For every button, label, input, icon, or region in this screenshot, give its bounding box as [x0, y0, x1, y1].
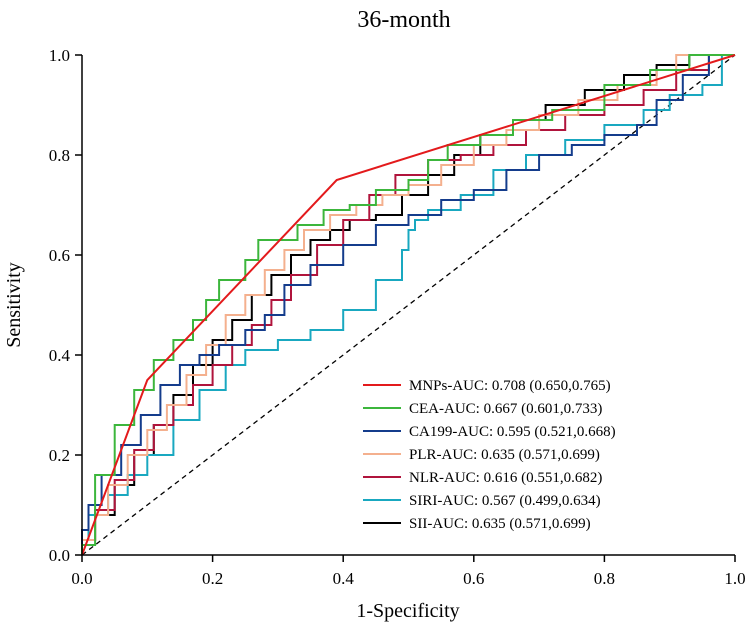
series-mnps-line — [81, 54, 736, 556]
y-tick-label: 0.4 — [49, 346, 71, 365]
y-tick-label: 1.0 — [49, 46, 70, 65]
axes — [81, 55, 735, 556]
x-axis-label: 1-Specificity — [356, 600, 459, 622]
y-ticks: 0.0 0.2 0.4 0.6 0.8 1.0 — [49, 46, 82, 565]
series-siri-line — [81, 54, 735, 555]
x-tick-label: 0.8 — [594, 569, 615, 588]
x-ticks: 0.0 0.2 0.4 0.6 0.8 1.0 — [71, 555, 746, 588]
legend-label-sii: SII-AUC: 0.635 (0.571,0.699) — [409, 516, 591, 532]
legend-label-cea: CEA-AUC: 0.667 (0.601,0.733) — [409, 401, 602, 417]
roc-curves — [81, 54, 736, 556]
x-tick-label: 0.6 — [463, 569, 484, 588]
legend: MNPs-AUC: 0.708 (0.650,0.765) CEA-AUC: 0.… — [363, 378, 616, 532]
chart-title: 36-month — [357, 7, 450, 33]
legend-label-ca199: CA199-AUC: 0.595 (0.521,0.668) — [409, 424, 616, 440]
reference-line — [81, 54, 736, 556]
x-tick-label: 1.0 — [724, 569, 745, 588]
series-nlr-line — [81, 54, 735, 555]
series-ca199-line — [81, 54, 735, 555]
legend-label-plr: PLR-AUC: 0.635 (0.571,0.699) — [409, 447, 600, 463]
y-tick-label: 0.2 — [49, 446, 70, 465]
y-tick-label: 0.8 — [49, 146, 70, 165]
legend-label-nlr: NLR-AUC: 0.616 (0.551,0.682) — [409, 470, 602, 486]
series-cea-line — [81, 54, 735, 555]
x-tick-label: 0.4 — [333, 569, 355, 588]
reference-diagonal — [81, 54, 736, 556]
series-plr-line — [81, 54, 735, 555]
legend-label-siri: SIRI-AUC: 0.567 (0.499,0.634) — [409, 493, 601, 509]
x-tick-label: 0.2 — [202, 569, 223, 588]
y-tick-label: 0.6 — [49, 246, 70, 265]
y-tick-label: 0.0 — [49, 546, 70, 565]
x-tick-label: 0.0 — [71, 569, 92, 588]
legend-label-mnps: MNPs-AUC: 0.708 (0.650,0.765) — [409, 378, 611, 394]
y-axis-label: Sensitivity — [3, 262, 25, 348]
